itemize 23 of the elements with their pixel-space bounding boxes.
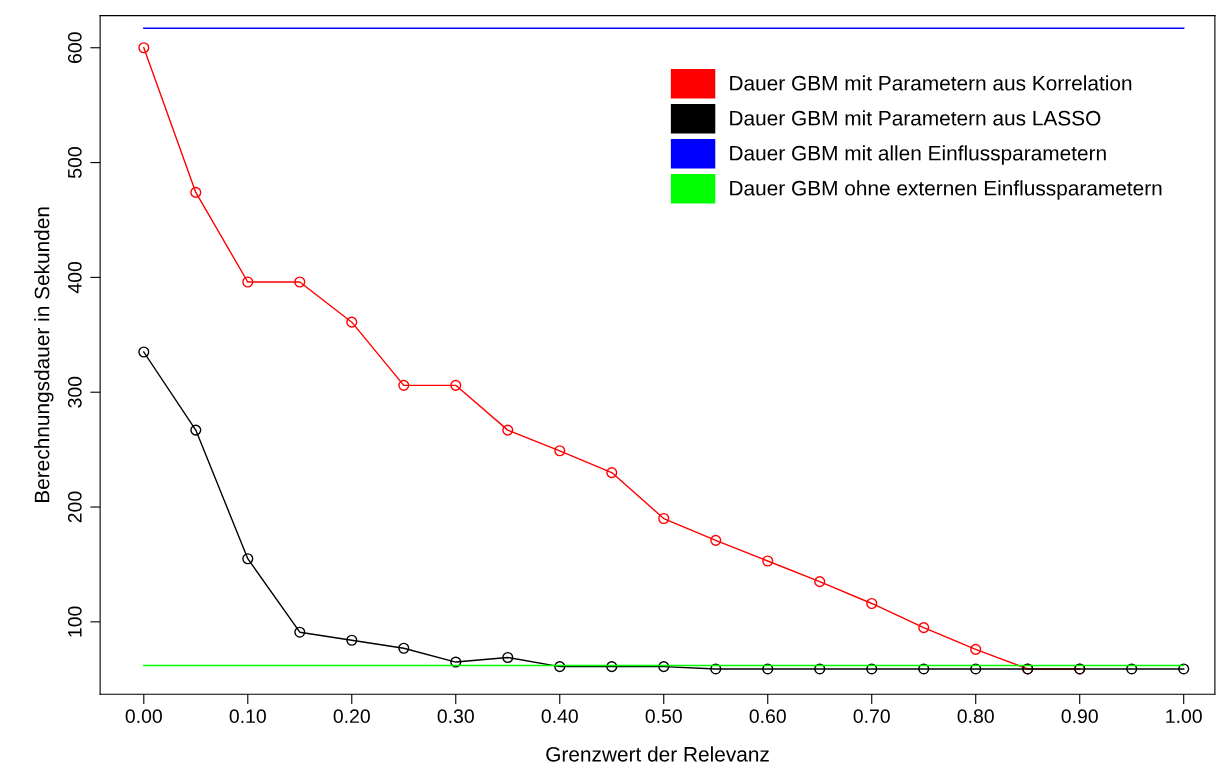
legend-label: Dauer GBM mit allen Einflussparametern [730, 145, 1106, 165]
y-tick-label: 300 [67, 376, 82, 408]
legend-label: Dauer GBM mit Parametern aus LASSO [730, 110, 1101, 126]
y-tick-label: 500 [67, 147, 82, 179]
x-tick-label: 0.80 [957, 709, 994, 724]
x-tick-label: 0.20 [333, 709, 370, 724]
x-tick-label: 0.30 [437, 709, 474, 724]
legend-label: Dauer GBM ohne externen Einflussparametern [730, 180, 1162, 200]
y-tick-label: 200 [67, 491, 82, 523]
x-tick-label: 0.60 [749, 709, 786, 724]
legend-label: Dauer GBM mit Parametern aus Korrelation [730, 75, 1132, 91]
x-tick-label: 1.00 [1166, 709, 1202, 724]
x-tick-label: 0.70 [853, 709, 890, 724]
x-tick-label: 0.40 [541, 709, 578, 724]
x-tick-label: 0.00 [125, 709, 162, 724]
y-tick-label: 600 [67, 32, 82, 63]
x-tick-label: 0.50 [645, 709, 682, 724]
y-tick-label: 100 [67, 606, 82, 637]
x-tick-label: 0.90 [1061, 709, 1098, 724]
y-axis-title: Berechnungsdauer in Sekunden [34, 207, 54, 503]
x-tick-label: 0.10 [229, 709, 266, 724]
x-axis-title: Grenzwert der Relevanz [546, 746, 769, 762]
y-tick-label: 400 [67, 261, 82, 294]
